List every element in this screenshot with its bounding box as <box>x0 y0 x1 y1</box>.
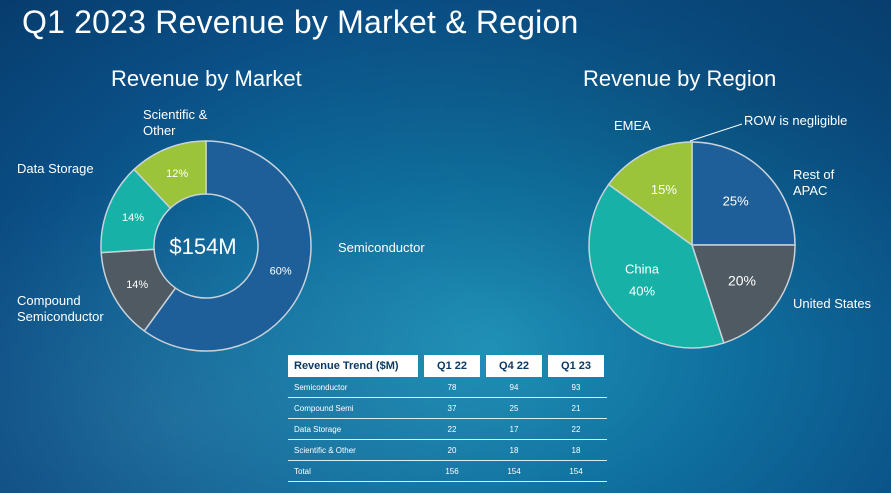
row-value: 93 <box>545 377 607 398</box>
row-value: 37 <box>421 397 483 419</box>
row-label: Semiconductor <box>288 377 421 398</box>
row-note: ROW is negligible <box>744 113 848 128</box>
slice-name-china: China <box>625 261 660 276</box>
row-value: 154 <box>545 460 607 482</box>
row-value: 17 <box>483 418 545 440</box>
row-label: Total <box>288 460 421 482</box>
row-label: Scientific & Other <box>288 439 421 461</box>
table-header: Q4 22 <box>483 355 545 377</box>
slice-label: 60% <box>270 265 292 277</box>
table-header: Revenue Trend ($M) <box>288 355 421 377</box>
slice-label: 20% <box>728 272 756 288</box>
row-leader-line <box>689 123 743 142</box>
row-value: 25 <box>483 397 545 419</box>
pie-slice-rest-of-apac <box>691 141 796 246</box>
pie-slice-china <box>588 183 725 349</box>
table-header: Q1 22 <box>421 355 483 377</box>
legend-united-states: United States <box>793 296 872 311</box>
row-value: 21 <box>545 397 607 419</box>
table-header-row: Revenue Trend ($M) Q1 22 Q4 22 Q1 23 <box>288 355 607 377</box>
slice-label: 40% <box>629 283 655 298</box>
row-value: 18 <box>483 439 545 461</box>
table-row: Total 156 154 154 <box>288 460 607 482</box>
table-row: Scientific & Other 20 18 18 <box>288 439 607 461</box>
pie-slice-emea <box>607 141 693 247</box>
region-chart-title: Revenue by Region <box>583 66 777 91</box>
donut-slice-semiconductor <box>143 140 312 352</box>
legend-rest-of-apac: Rest of APAC <box>793 167 835 198</box>
legend-semiconductor: Semiconductor <box>338 240 425 255</box>
slice-label: 14% <box>122 212 144 224</box>
slice-label: 15% <box>651 182 677 197</box>
row-value: 154 <box>483 460 545 482</box>
table-header: Q1 23 <box>545 355 607 377</box>
row-label: Data Storage <box>288 418 421 440</box>
market-chart-title: Revenue by Market <box>111 66 302 91</box>
row-value: 156 <box>421 460 483 482</box>
donut-center-total: $154M <box>169 234 236 259</box>
legend-data-storage: Data Storage <box>17 161 94 176</box>
pie-slice-united-states <box>690 244 796 344</box>
legend-compound-semiconductor: Compound Semiconductor <box>17 293 104 324</box>
table-body: Semiconductor 78 94 93 Compound Semi 37 25 21 Da… <box>288 377 607 482</box>
table-row: Data Storage 22 17 22 <box>288 418 607 440</box>
slice-label: 14% <box>126 279 148 291</box>
page-title: Q1 2023 Revenue by Market & Region <box>22 4 579 40</box>
table-row: Compound Semi 37 25 21 <box>288 397 607 419</box>
row-value: 18 <box>545 439 607 461</box>
legend-emea: EMEA <box>614 118 651 133</box>
row-value: 22 <box>421 418 483 440</box>
revenue-trend-table: Revenue Trend ($M) Q1 22 Q4 22 Q1 23 Sem… <box>288 355 610 482</box>
slice-label: 25% <box>723 193 749 208</box>
row-value: 94 <box>483 377 545 398</box>
table-row: Semiconductor 78 94 93 <box>288 377 607 398</box>
row-value: 78 <box>421 377 483 398</box>
donut-slice-scientific-other <box>133 140 207 210</box>
row-value: 20 <box>421 439 483 461</box>
legend-scientific-other: Scientific & Other <box>143 107 208 138</box>
slice-label: 12% <box>166 168 188 180</box>
row-value: 22 <box>545 418 607 440</box>
row-label: Compound Semi <box>288 397 421 419</box>
